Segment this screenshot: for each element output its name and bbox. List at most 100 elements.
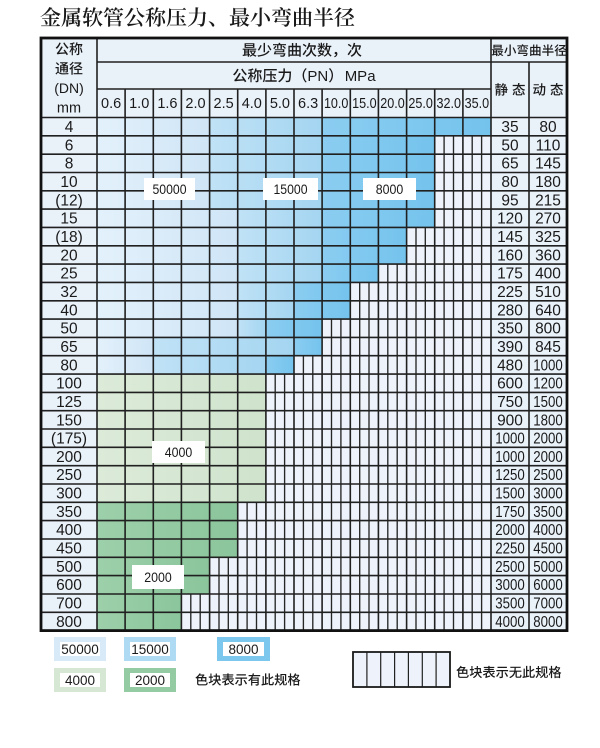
svg-text:5.0: 5.0 (270, 96, 290, 112)
svg-text:450: 450 (56, 541, 82, 558)
svg-text:600: 600 (56, 577, 82, 594)
svg-text:95: 95 (501, 192, 518, 209)
svg-text:200: 200 (56, 449, 82, 466)
svg-text:6.3: 6.3 (298, 96, 318, 112)
svg-text:(DN): (DN) (54, 80, 84, 96)
svg-text:8000: 8000 (376, 182, 404, 197)
svg-text:180: 180 (535, 174, 561, 191)
svg-text:1.6: 1.6 (157, 96, 177, 112)
svg-text:2250: 2250 (495, 541, 525, 558)
svg-text:mm: mm (57, 101, 81, 117)
svg-text:750: 750 (497, 394, 523, 411)
svg-text:32.0: 32.0 (437, 96, 462, 112)
svg-text:8: 8 (65, 156, 74, 173)
svg-text:15.0: 15.0 (352, 96, 377, 112)
svg-text:35.0: 35.0 (465, 96, 490, 112)
svg-text:350: 350 (56, 504, 82, 521)
svg-text:125: 125 (56, 394, 82, 411)
svg-text:845: 845 (535, 339, 561, 356)
svg-text:1200: 1200 (533, 376, 563, 393)
svg-text:1750: 1750 (495, 504, 525, 521)
svg-text:175: 175 (497, 266, 523, 283)
svg-text:6: 6 (65, 137, 74, 154)
svg-text:2500: 2500 (533, 467, 563, 484)
svg-text:510: 510 (535, 284, 561, 301)
svg-text:20: 20 (60, 247, 78, 264)
svg-text:500: 500 (56, 559, 82, 576)
svg-text:4000: 4000 (533, 522, 563, 539)
svg-text:1000: 1000 (533, 357, 563, 374)
svg-text:600: 600 (497, 376, 523, 393)
svg-text:640: 640 (535, 302, 561, 319)
svg-text:900: 900 (497, 412, 523, 429)
svg-text:120: 120 (497, 211, 523, 228)
svg-text:7000: 7000 (533, 596, 563, 613)
svg-text:700: 700 (56, 596, 82, 613)
svg-text:25: 25 (60, 266, 77, 283)
svg-text:2000: 2000 (144, 570, 172, 585)
svg-text:3500: 3500 (533, 504, 563, 521)
svg-text:4000: 4000 (495, 614, 525, 631)
svg-text:800: 800 (535, 321, 561, 338)
svg-text:10: 10 (60, 174, 78, 191)
svg-text:360: 360 (535, 247, 561, 264)
svg-text:(18): (18) (55, 229, 83, 246)
svg-text:40: 40 (60, 302, 78, 319)
svg-text:50000: 50000 (61, 642, 99, 657)
svg-text:8000: 8000 (533, 614, 563, 631)
svg-text:80: 80 (539, 119, 557, 136)
svg-text:150: 150 (56, 412, 82, 429)
svg-text:20.0: 20.0 (380, 96, 405, 112)
svg-text:225: 225 (497, 284, 523, 301)
svg-text:50: 50 (501, 137, 519, 154)
svg-text:15000: 15000 (131, 642, 169, 657)
svg-text:350: 350 (497, 321, 523, 338)
svg-text:1500: 1500 (495, 486, 525, 503)
svg-text:480: 480 (497, 357, 523, 374)
svg-text:2000: 2000 (533, 449, 563, 466)
svg-text:65: 65 (501, 156, 518, 173)
svg-text:32: 32 (60, 284, 77, 301)
svg-text:145: 145 (497, 229, 523, 246)
svg-text:1800: 1800 (533, 412, 563, 429)
svg-text:280: 280 (497, 302, 523, 319)
svg-text:215: 215 (535, 192, 561, 209)
svg-text:4500: 4500 (533, 541, 563, 558)
svg-text:3500: 3500 (495, 596, 525, 613)
svg-text:400: 400 (56, 522, 82, 539)
svg-text:2.0: 2.0 (185, 96, 205, 112)
svg-text:270: 270 (535, 211, 561, 228)
svg-text:65: 65 (60, 339, 77, 356)
svg-text:4: 4 (65, 119, 74, 136)
svg-text:8000: 8000 (228, 642, 258, 657)
svg-text:1.0: 1.0 (129, 96, 149, 112)
svg-text:15: 15 (60, 211, 77, 228)
svg-text:80: 80 (60, 357, 78, 374)
svg-text:(175): (175) (51, 431, 87, 448)
svg-text:25.0: 25.0 (408, 96, 433, 112)
svg-text:4000: 4000 (165, 445, 193, 460)
svg-text:1250: 1250 (495, 467, 525, 484)
svg-text:390: 390 (497, 339, 523, 356)
svg-text:10.0: 10.0 (324, 96, 349, 112)
svg-text:110: 110 (536, 137, 561, 154)
svg-text:0.6: 0.6 (101, 96, 121, 112)
svg-text:2500: 2500 (495, 559, 525, 576)
svg-text:5000: 5000 (533, 559, 563, 576)
svg-text:35: 35 (501, 119, 518, 136)
svg-text:2000: 2000 (495, 522, 525, 539)
svg-text:50000: 50000 (153, 182, 187, 197)
svg-text:MPa: MPa (345, 68, 377, 85)
svg-text:1000: 1000 (495, 449, 525, 466)
svg-text:325: 325 (535, 229, 561, 246)
svg-text:2000: 2000 (533, 431, 563, 448)
svg-text:160: 160 (497, 247, 523, 264)
svg-text:PN: PN (307, 68, 328, 85)
svg-text:1000: 1000 (495, 431, 525, 448)
svg-text:800: 800 (56, 614, 82, 631)
svg-text:(12): (12) (55, 192, 83, 209)
svg-text:400: 400 (535, 266, 561, 283)
svg-text:300: 300 (56, 486, 82, 503)
svg-text:3000: 3000 (533, 486, 563, 503)
svg-text:2000: 2000 (135, 673, 165, 688)
